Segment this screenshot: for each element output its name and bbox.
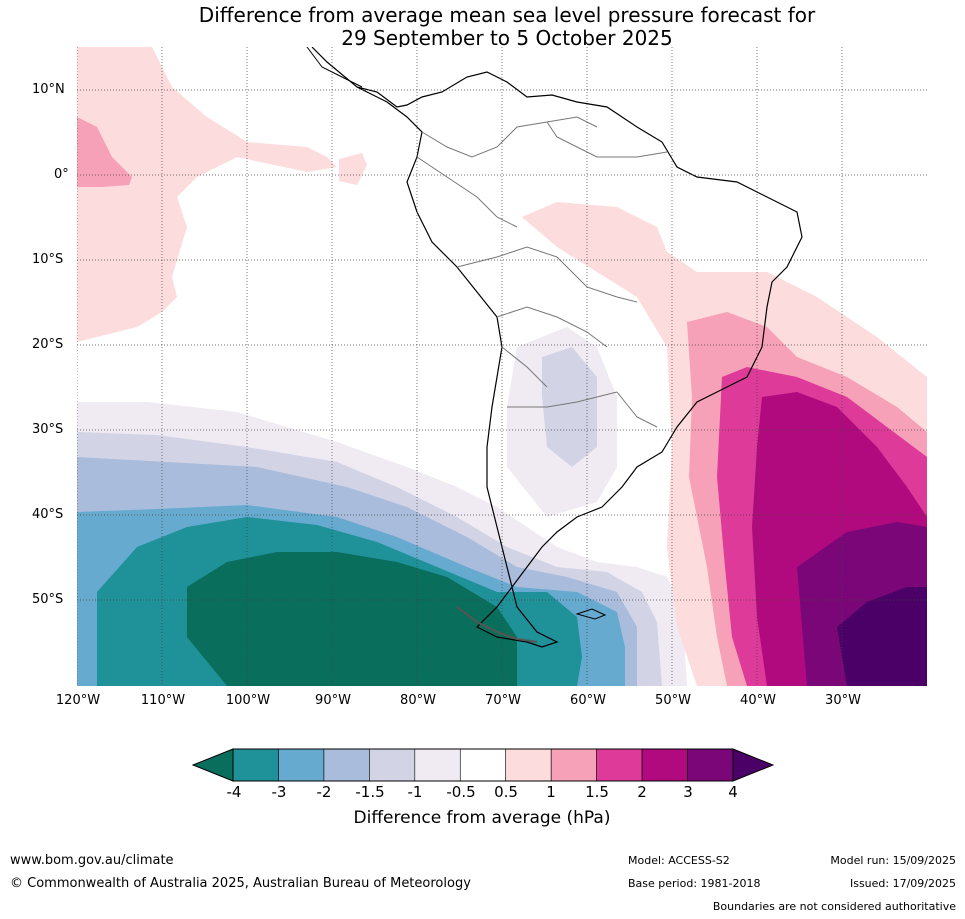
anomaly-pacific-pos-0p5 [77, 47, 337, 342]
cbar-tick: 2 [637, 783, 647, 801]
map-title: Difference from average mean sea level p… [0, 4, 965, 50]
south-america-coastline [311, 47, 803, 648]
lon-label-100w: 100°W [225, 693, 271, 708]
lat-label-10n: 10°N [32, 82, 65, 97]
anomaly-neg-4 [187, 552, 517, 686]
colorbar-arrow-min [192, 748, 234, 782]
colorbar-cell [278, 748, 325, 782]
anomaly-pacific-pos-1 [77, 117, 132, 187]
colorbar-cell [232, 748, 279, 782]
lat-label-30s: 30°S [32, 422, 64, 437]
lat-label-40s: 40°S [32, 507, 64, 522]
colorbar-cell [641, 748, 688, 782]
lon-label-50w: 50°W [655, 693, 691, 708]
website-link[interactable]: www.bom.gov.au/climate [10, 853, 174, 868]
cbar-tick: -0.5 [446, 783, 476, 801]
cbar-tick: -4 [226, 783, 242, 801]
colorbar-label: Difference from average (hPa) [353, 808, 611, 828]
lon-label-90w: 90°W [315, 693, 351, 708]
lat-label-10s: 10°S [32, 252, 64, 267]
colorbar-cell [414, 748, 461, 782]
copyright-text: © Commonwealth of Australia 2025, Austra… [10, 876, 471, 891]
colorbar-cell [550, 748, 597, 782]
lat-label-20s: 20°S [32, 337, 64, 352]
anomaly-land-neg-1 [542, 347, 597, 467]
cbar-tick: -1.5 [355, 783, 385, 801]
colorbar-cell [369, 748, 416, 782]
lon-label-70w: 70°W [485, 693, 521, 708]
lat-label-0: 0° [54, 167, 69, 182]
lon-label-110w: 110°W [140, 693, 186, 708]
model-run-text: Model run: 15/09/2025 [830, 854, 956, 867]
lon-label-80w: 80°W [400, 693, 436, 708]
cbar-tick: 3 [683, 783, 693, 801]
colorbar-cells [192, 748, 774, 782]
lon-label-60w: 60°W [570, 693, 606, 708]
colorbar-cell [323, 748, 370, 782]
colorbar-cell [687, 748, 734, 782]
cbar-tick: 0.5 [494, 783, 518, 801]
tierra-del-fuego [456, 606, 538, 643]
map-svg [77, 47, 927, 686]
colorbar-cell [505, 748, 552, 782]
lat-label-50s: 50°S [32, 592, 64, 607]
anomaly-atlantic-pos-4 [837, 587, 927, 686]
cbar-tick: -2 [316, 783, 332, 801]
issued-text: Issued: 17/09/2025 [849, 877, 956, 890]
cbar-tick: 1.5 [585, 783, 609, 801]
base-period-text: Base period: 1981-2018 [628, 877, 761, 890]
model-text: Model: ACCESS-S2 [628, 854, 730, 867]
cbar-tick: -3 [271, 783, 287, 801]
map-gridlines [77, 47, 927, 686]
colorbar-cell [596, 748, 643, 782]
pressure-anomaly-map [77, 47, 927, 686]
colorbar-arrow-max [732, 748, 774, 782]
falkland-islands [575, 608, 607, 620]
cbar-tick: 4 [728, 783, 738, 801]
lon-label-30w: 30°W [825, 693, 861, 708]
lon-label-120w: 120°W [55, 693, 101, 708]
lon-label-40w: 40°W [740, 693, 776, 708]
disclaimer-text: Boundaries are not considered authoritat… [712, 900, 956, 913]
cbar-tick: 1 [546, 783, 556, 801]
title-line-2: 29 September to 5 October 2025 [341, 26, 673, 50]
cbar-tick: -1 [407, 783, 423, 801]
colorbar [192, 748, 774, 782]
title-line-1: Difference from average mean sea level p… [198, 3, 816, 27]
anomaly-pacific-small [339, 153, 367, 185]
colorbar-cell [459, 748, 507, 782]
